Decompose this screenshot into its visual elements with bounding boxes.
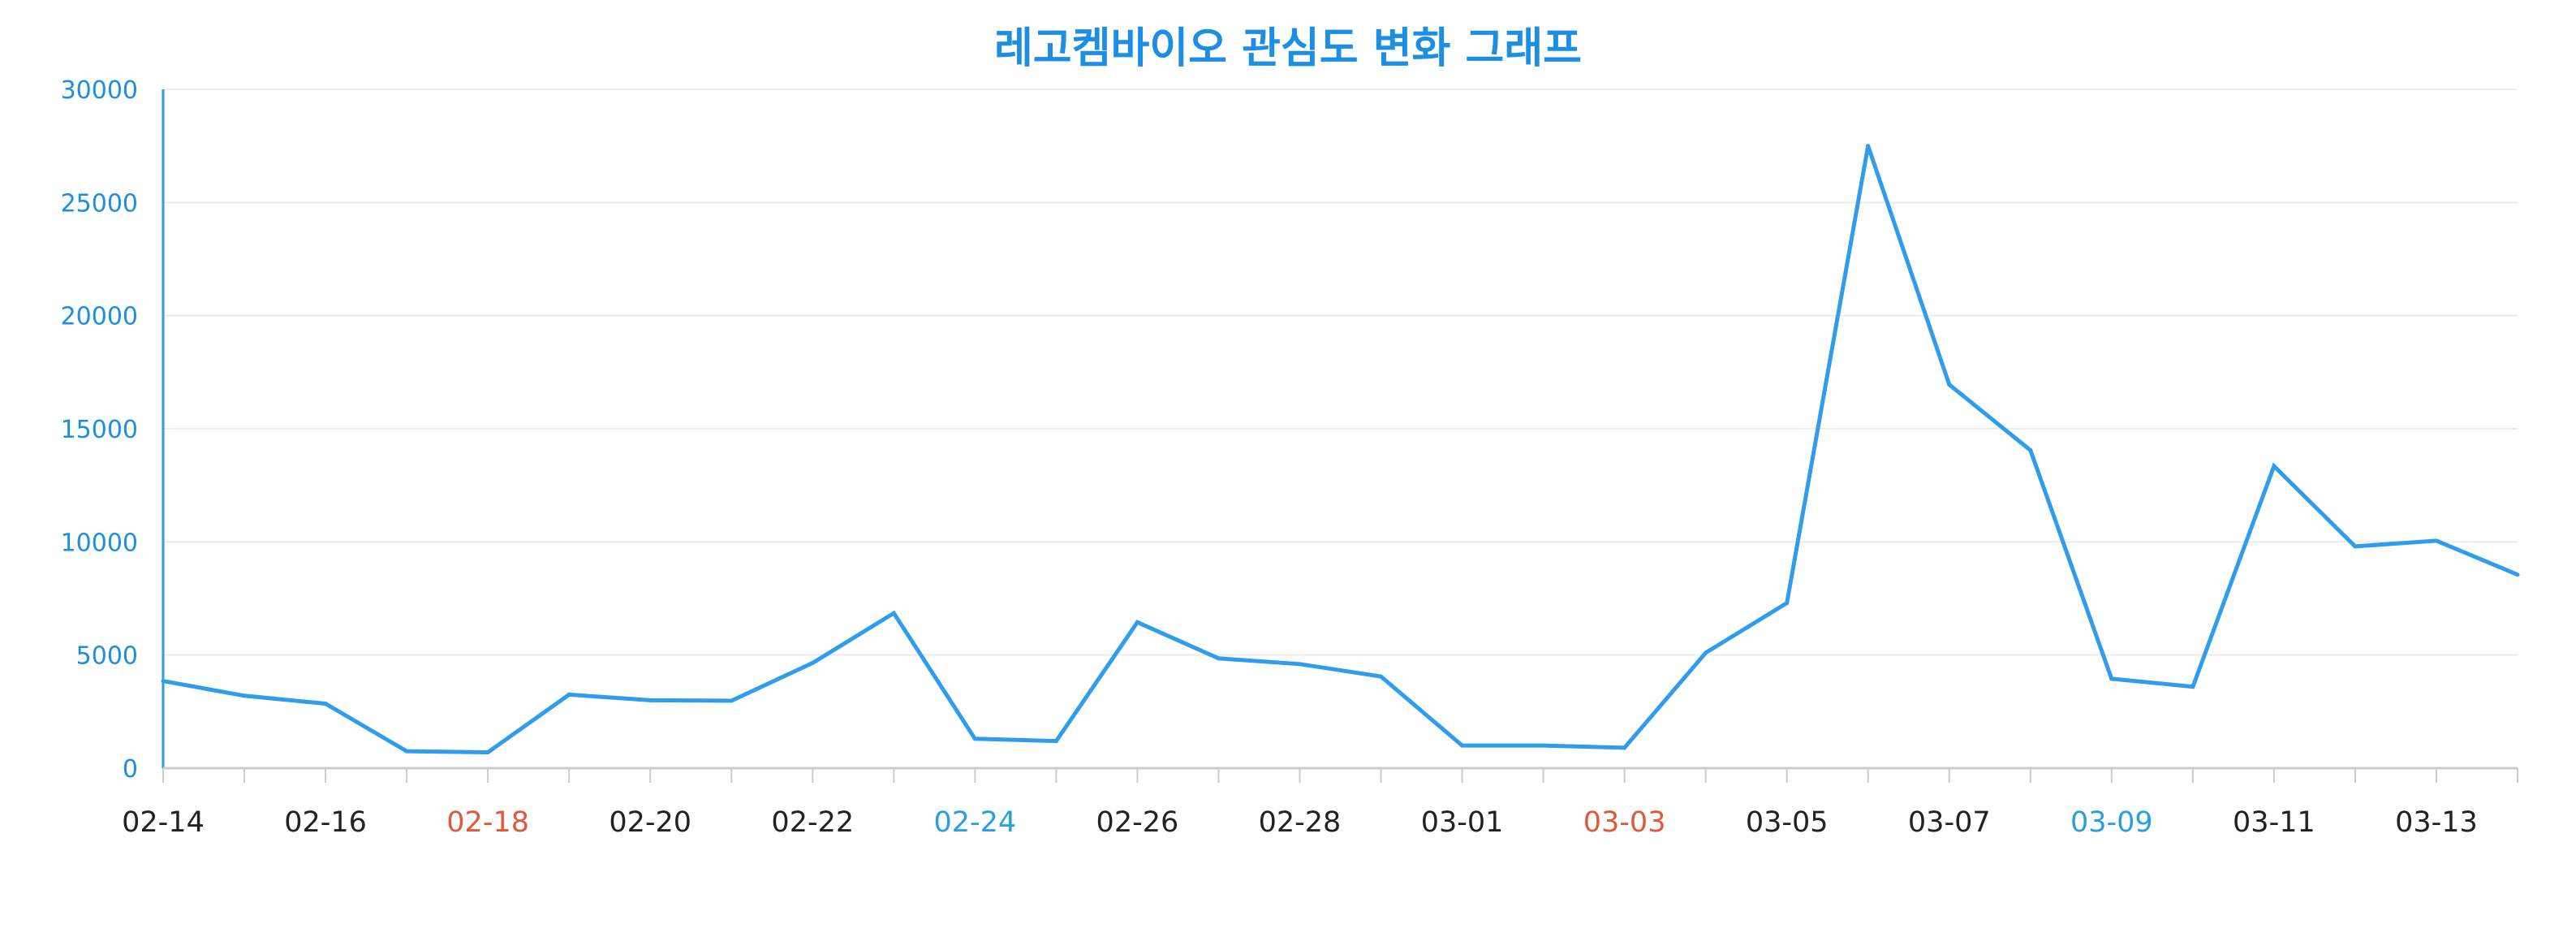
y-axis-ticks: 0 5000 10000 15000 20000 25000 30000 bbox=[61, 76, 138, 784]
x-tick-label: 02-16 bbox=[284, 806, 367, 839]
x-tick-label: 02-14 bbox=[122, 806, 205, 839]
y-tick-label: 30000 bbox=[61, 76, 138, 105]
data-point bbox=[242, 693, 247, 698]
grid-lines bbox=[163, 89, 2518, 656]
x-tick-label: 03-13 bbox=[2395, 806, 2478, 839]
data-point bbox=[485, 749, 490, 754]
x-tick-label: 02-28 bbox=[1259, 806, 1342, 839]
data-point bbox=[2109, 676, 2114, 681]
axes bbox=[162, 89, 2518, 770]
y-tick-label: 0 bbox=[123, 755, 138, 784]
x-tick-label: 03-01 bbox=[1421, 806, 1504, 839]
data-point bbox=[1216, 656, 1221, 661]
y-tick-label: 20000 bbox=[61, 303, 138, 331]
y-tick-label: 10000 bbox=[61, 529, 138, 557]
data-point bbox=[729, 698, 734, 703]
x-tick-label: 02-18 bbox=[446, 806, 529, 839]
y-tick-label: 5000 bbox=[76, 642, 138, 671]
x-tick-label: 02-22 bbox=[771, 806, 854, 839]
y-tick-label: 25000 bbox=[61, 189, 138, 218]
data-point bbox=[972, 736, 977, 741]
data-point bbox=[2272, 464, 2277, 469]
data-point bbox=[648, 698, 653, 702]
data-point bbox=[2190, 685, 2195, 689]
data-point bbox=[1704, 650, 1708, 655]
series-line bbox=[162, 145, 2518, 755]
data-point bbox=[1866, 144, 1871, 149]
x-tick-label: 03-05 bbox=[1746, 806, 1829, 839]
data-point bbox=[810, 660, 815, 665]
x-tick-label: 03-09 bbox=[2070, 806, 2153, 839]
y-tick-label: 15000 bbox=[61, 416, 138, 444]
x-tick-label: 03-03 bbox=[1583, 806, 1666, 839]
data-point bbox=[566, 692, 571, 697]
data-point bbox=[2515, 572, 2520, 577]
data-point bbox=[2434, 538, 2439, 543]
chart-title: 레고켐바이오 관심도 변화 그래프 bbox=[993, 24, 1583, 73]
data-point bbox=[1379, 674, 1384, 679]
data-point bbox=[1135, 620, 1139, 624]
data-point bbox=[404, 749, 409, 754]
x-tick-label: 03-07 bbox=[1908, 806, 1991, 839]
data-point bbox=[1947, 382, 1952, 387]
x-tick-label: 02-26 bbox=[1096, 806, 1179, 839]
data-point bbox=[1541, 743, 1546, 748]
x-tick-label: 02-20 bbox=[609, 806, 691, 839]
x-axis-ticks: 02-14 02-16 02-18 02-20 02-22 02-24 02-26 02-28… bbox=[122, 768, 2518, 839]
data-point bbox=[2028, 447, 2033, 452]
data-point bbox=[1785, 601, 1790, 606]
data-point bbox=[1622, 745, 1627, 750]
data-point bbox=[323, 702, 328, 706]
x-tick-label: 02-24 bbox=[933, 806, 1016, 839]
data-point bbox=[161, 679, 166, 684]
data-point bbox=[1297, 662, 1302, 667]
data-point bbox=[891, 611, 896, 616]
series-layer bbox=[161, 144, 2520, 755]
data-point bbox=[1460, 743, 1465, 748]
data-point bbox=[2353, 544, 2358, 549]
data-point bbox=[1053, 739, 1058, 744]
x-tick-label: 03-11 bbox=[2233, 806, 2315, 839]
